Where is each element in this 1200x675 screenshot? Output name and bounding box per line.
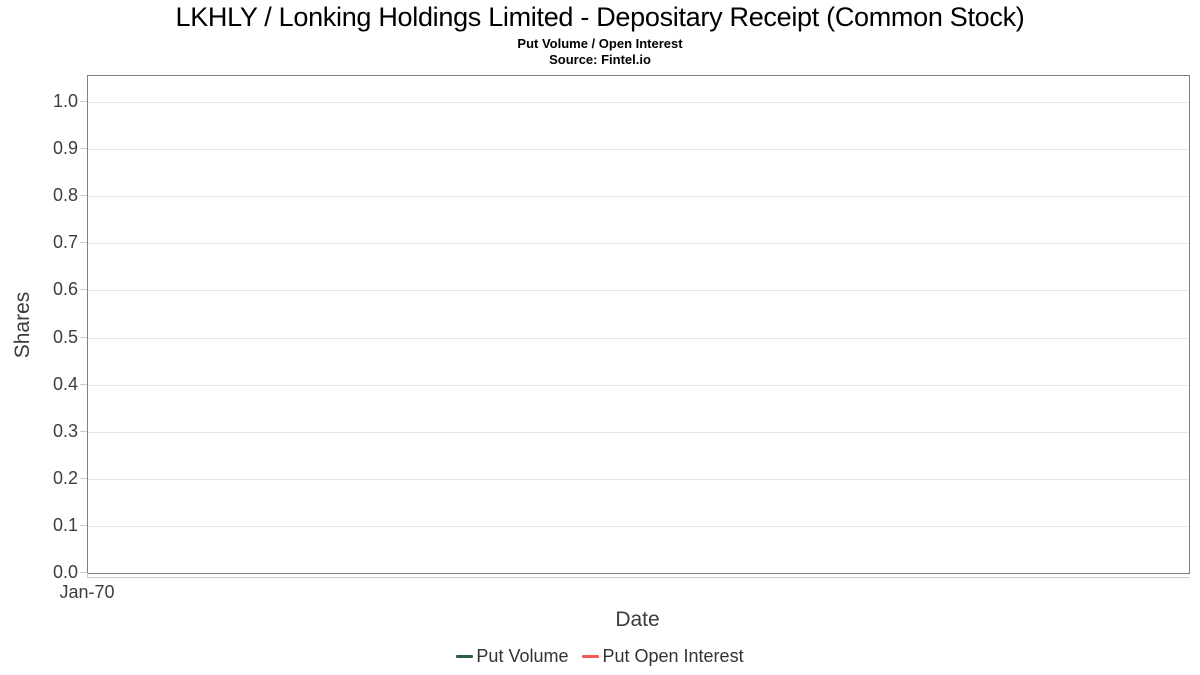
x-axis-title: Date: [615, 608, 660, 631]
y-tick-mark: [80, 478, 87, 479]
x-tick-mark: [87, 573, 88, 578]
y-tick-mark: [80, 572, 87, 573]
gridline: [88, 243, 1189, 244]
gridline: [88, 102, 1189, 103]
y-tick-mark: [80, 384, 87, 385]
legend-series-label: Put Volume: [476, 646, 569, 666]
y-tick-label: 0.3: [52, 421, 78, 441]
y-tick-mark: [80, 195, 87, 196]
legend: Put Volume Put Open Interest: [0, 646, 1200, 667]
y-tick-label: 0.4: [52, 374, 78, 394]
gridline: [88, 526, 1189, 527]
chart-source-note: Source: Fintel.io: [549, 52, 651, 67]
y-tick-label: 0.2: [52, 468, 78, 488]
y-tick-mark: [80, 525, 87, 526]
y-axis-title: Shares: [11, 291, 34, 359]
chart-title: LKHLY / Lonking Holdings Limited - Depos…: [175, 2, 1025, 32]
legend-item-put-volume[interactable]: Put Volume: [456, 646, 568, 667]
y-tick-label: 0.5: [52, 327, 78, 347]
gridline: [88, 149, 1189, 150]
x-axis-line: [87, 577, 1190, 578]
gridline: [88, 290, 1189, 291]
chart-subtitle: Put Volume / Open Interest: [517, 36, 683, 51]
legend-item-put-open-interest[interactable]: Put Open Interest: [582, 646, 744, 667]
y-tick-label: 0.6: [52, 279, 78, 299]
y-tick-label: 1.0: [52, 91, 78, 111]
legend-series-dash-icon: [582, 655, 600, 658]
y-tick-mark: [80, 148, 87, 149]
y-tick-mark: [80, 242, 87, 243]
legend-series-dash-icon: [456, 655, 474, 658]
y-tick-mark: [80, 337, 87, 338]
gridline: [88, 479, 1189, 480]
y-tick-mark: [80, 431, 87, 432]
gridline: [88, 338, 1189, 339]
gridline: [88, 432, 1189, 433]
y-tick-label: 0.9: [52, 138, 78, 158]
plot-area[interactable]: [87, 75, 1190, 574]
legend-series-label: Put Open Interest: [602, 646, 744, 666]
gridline: [88, 196, 1189, 197]
x-tick-label: Jan-70: [59, 582, 115, 602]
y-tick-mark: [80, 101, 87, 102]
y-tick-label: 0.0: [52, 562, 78, 582]
gridline: [88, 385, 1189, 386]
y-tick-label: 0.8: [52, 185, 78, 205]
y-tick-label: 0.7: [52, 232, 78, 252]
y-tick-mark: [80, 289, 87, 290]
y-tick-label: 0.1: [52, 515, 78, 535]
